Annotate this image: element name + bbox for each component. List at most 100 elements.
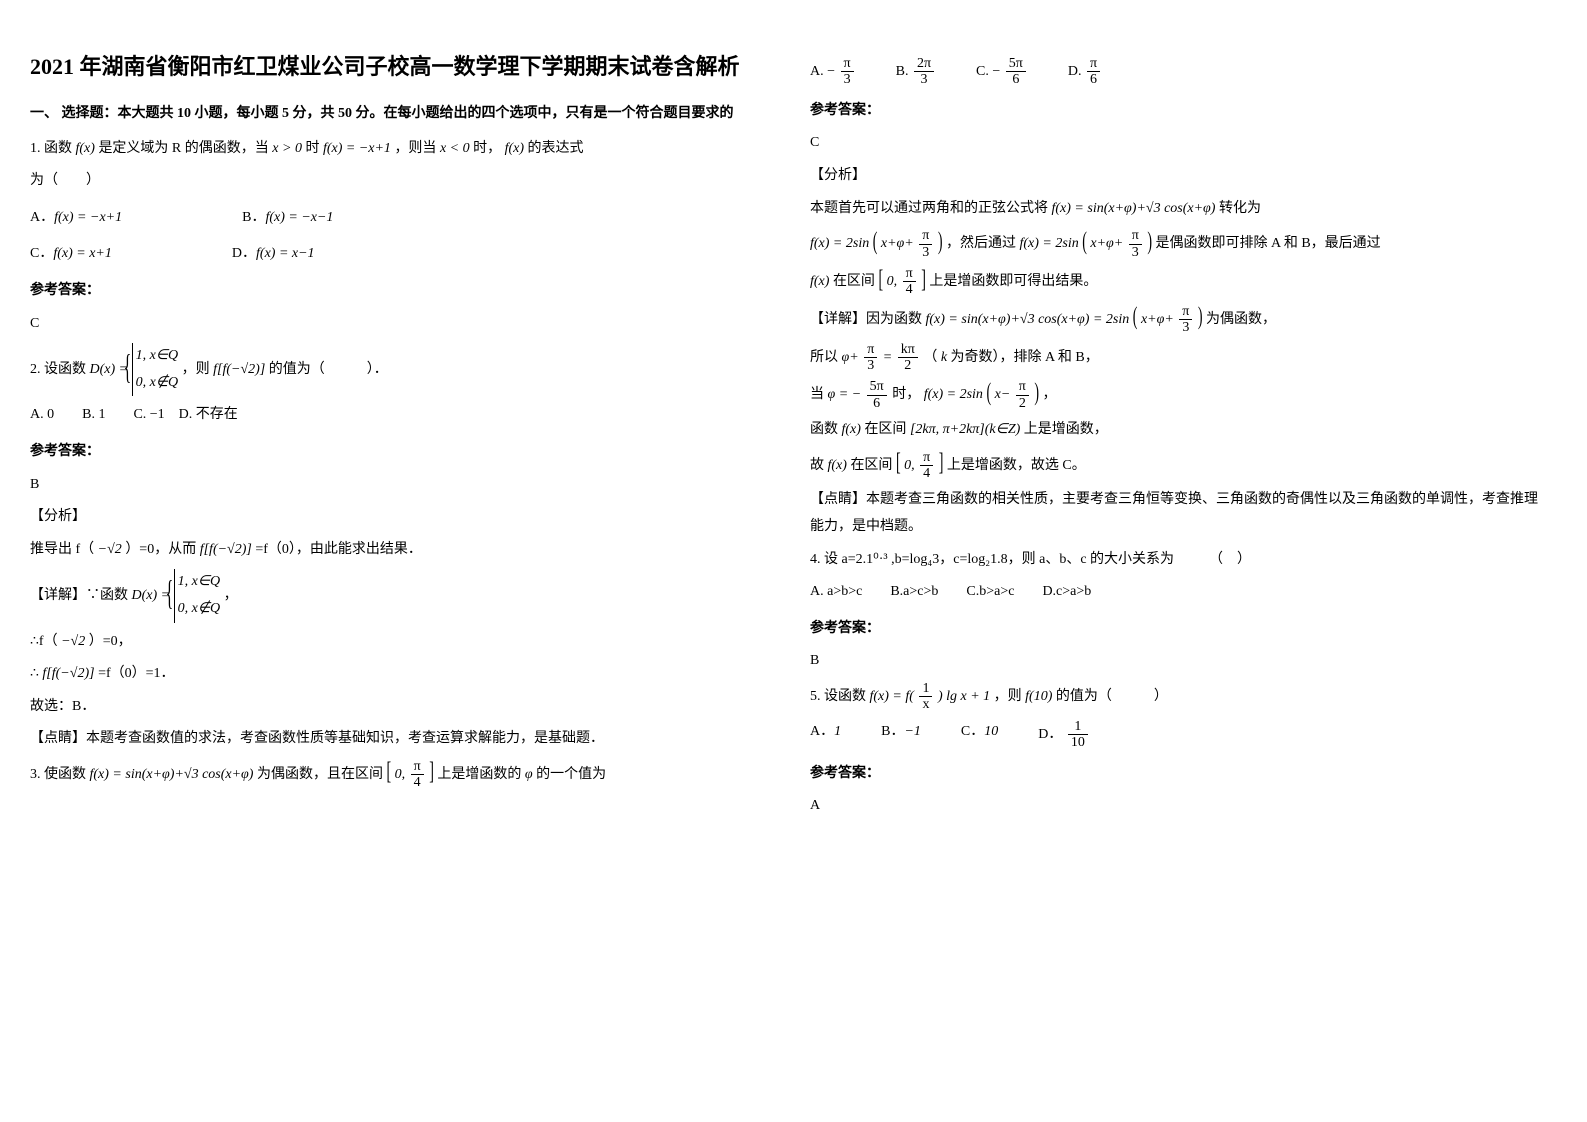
q3-int3-l: [ xyxy=(896,442,901,490)
q1-fxeq: f(x) = −x+1 xyxy=(323,141,391,156)
q1-fx-1: f(x) xyxy=(76,141,95,156)
q3-phi: φ xyxy=(525,767,533,782)
q2-cases-b: 1, x∈Q 0, x∉Q xyxy=(174,569,221,622)
q5-text-b: ，则 xyxy=(994,689,1022,704)
q1-optC-label: C． xyxy=(30,246,53,261)
q3-d3: f(x) 在区间 [ 0, π4 ] 上是增函数即可得出结果。 xyxy=(810,266,1550,298)
q3-optB-frac: 2π3 xyxy=(914,56,934,88)
q1-optA-label: A． xyxy=(30,210,54,225)
q3-d1-b: 转化为 xyxy=(1219,201,1261,216)
q3-int2-pi4: π4 xyxy=(903,266,916,298)
q3-optA-l: A. xyxy=(810,64,824,79)
q3-d3-b: 上是增函数即可得出结果。 xyxy=(929,274,1097,289)
q4-stem: 4. 设 a=2.1⁰·³ ,b=log₄3，c=log₂1.8，则 a、b、c… xyxy=(810,547,1550,574)
q3-arg6-r: ) xyxy=(1034,371,1039,419)
q2-d2-a: 【详解】∵函数 xyxy=(30,588,128,603)
q3-d5-b: （ xyxy=(923,350,937,365)
q3-fx2: f(x) = sin(x+φ)+√3 cos(x+φ) xyxy=(1052,201,1216,216)
q3-arg5-a: x+φ+ xyxy=(1141,312,1174,327)
q5-answer-label: 参考答案： xyxy=(810,761,1550,788)
q5-text-a: 5. 设函数 xyxy=(810,689,866,704)
q2-d1-c: =f（0），由此能求出结果． xyxy=(255,542,422,557)
q3-arg6-frac: π2 xyxy=(1016,379,1029,411)
q3-fx5: f(x) = sin(x+φ)+√3 cos(x+φ) = 2sin xyxy=(926,312,1130,327)
q2-cases: 1, x∈Q 0, x∉Q xyxy=(132,343,179,396)
q3-arg6-a: x− xyxy=(995,387,1011,402)
q3-phieq-a: φ+ xyxy=(842,350,859,365)
q3-text-b: 为偶函数，且在区间 xyxy=(257,767,383,782)
q2-case1: 1, x∈Q xyxy=(136,343,179,370)
q1-stem: 1. 函数 f(x) 是定义域为 R 的偶函数，当 x > 0 时 f(x) =… xyxy=(30,136,770,163)
q1-optC: f(x) = x+1 xyxy=(53,246,112,261)
q3-fenxi: 【分析】 xyxy=(810,163,1550,190)
q5-optB: −1 xyxy=(904,724,920,739)
q3-d6: 当 φ = − 5π6 时， f(x) = 2sin ( x− π2 ) ， xyxy=(810,379,1550,411)
document-title: 2021 年湖南省衡阳市红卫煤业公司子校高一数学理下学期期末试卷含解析 xyxy=(30,50,770,83)
q2-detail2: 【详解】∵函数 D(x) = 1, x∈Q 0, x∉Q ， xyxy=(30,569,770,622)
q1-text-e: 时， xyxy=(473,141,501,156)
q1-xgt0: x > 0 xyxy=(272,141,302,156)
q3-int2-0: 0, xyxy=(887,274,898,289)
q2-stem: 2. 设函数 D(x) = 1, x∈Q 0, x∉Q ，则 f[f(−√2)]… xyxy=(30,343,770,396)
q2-dx: D(x) = xyxy=(90,362,129,377)
q3-answer-label: 参考答案： xyxy=(810,98,1550,125)
q3-text-d: 的一个值为 xyxy=(536,767,606,782)
q5-optC: 10 xyxy=(984,724,998,739)
q3-d7-c: 上是增函数， xyxy=(1024,422,1108,437)
q3-d1: 本题首先可以通过两角和的正弦公式将 f(x) = sin(x+φ)+√3 cos… xyxy=(810,196,1550,223)
q3-d6-a: 当 xyxy=(810,387,824,402)
q3-int2-r: ] xyxy=(921,258,926,306)
q3-phieq-f1: π3 xyxy=(864,342,877,374)
q2-d1-b: ）=0，从而 xyxy=(125,542,196,557)
q2-fenxi: 【分析】 xyxy=(30,504,770,531)
q3-d4: 【详解】因为函数 f(x) = sin(x+φ)+√3 cos(x+φ) = 2… xyxy=(810,304,1550,336)
q3-d8-a: 故 xyxy=(810,458,824,473)
q2-d3-b: ）=0， xyxy=(89,634,132,649)
q3-d6-b: 时， xyxy=(892,387,920,402)
q3-stem: 3. 使函数 f(x) = sin(x+φ)+√3 cos(x+φ) 为偶函数，… xyxy=(30,759,770,791)
q3-int3-0: 0, xyxy=(904,458,915,473)
q5-optD-l: D． xyxy=(1038,727,1062,742)
q2-case2b: 0, x∉Q xyxy=(178,596,221,623)
q1-text-b: 是定义域为 R 的偶函数，当 xyxy=(98,141,268,156)
q3-d7-a: 函数 xyxy=(810,422,838,437)
q3-fx6: f(x) = 2sin xyxy=(924,387,983,402)
q1-answer-label: 参考答案： xyxy=(30,278,770,305)
q5-stem: 5. 设函数 f(x) = f( 1x ) lg x + 1 ，则 f(10) … xyxy=(810,681,1550,713)
q2-ff3: f[f(−√2)] xyxy=(42,666,94,681)
q1-optD-label: D． xyxy=(232,246,256,261)
q1-text-d: ，则当 xyxy=(394,141,436,156)
q3-arg3-frac: π3 xyxy=(919,228,932,260)
q3-d1-a: 本题首先可以通过两角和的正弦公式将 xyxy=(810,201,1048,216)
q3-int-r: ] xyxy=(429,751,434,799)
q3-int-pi4: π4 xyxy=(411,759,424,791)
q1-answer: C xyxy=(30,311,770,338)
q3-fx3b: f(x) = 2sin xyxy=(1020,236,1079,251)
q2-negsqrt2-2: −√2 xyxy=(61,634,85,649)
q3-d4-a: 【详解】因为函数 xyxy=(810,312,922,327)
q2-text-c: 的值为（ ）． xyxy=(269,362,388,377)
q2-detail4: ∴ f[f(−√2)] =f（0）=1． xyxy=(30,661,770,688)
q3-d3-a: 在区间 xyxy=(833,274,875,289)
q1-optA: f(x) = −x+1 xyxy=(54,210,122,225)
q1-optB: f(x) = −x−1 xyxy=(265,210,333,225)
q3-arg3b-r: ) xyxy=(1147,220,1152,268)
right-column: A. − π3 B. 2π3 C. − 5π6 D. π6 参考答案： C 【分… xyxy=(810,50,1550,826)
q2-text-a: 2. 设函数 xyxy=(30,362,86,377)
q3-int-0: 0, xyxy=(395,767,406,782)
q2-ff2: f[f(−√2)] xyxy=(200,542,252,557)
q1-stem-tail: 为（ ） xyxy=(30,168,770,195)
q3-d4-b: 为偶函数， xyxy=(1206,312,1276,327)
q4-answer: B xyxy=(810,648,1550,675)
q2-case1b: 1, x∈Q xyxy=(178,569,221,596)
q5-optB-l: B． xyxy=(881,724,904,739)
q3-arg3b-l: ( xyxy=(1082,220,1087,268)
q2-d1-a: 推导出 f（ xyxy=(30,542,94,557)
q3-optC-l: C. xyxy=(976,64,989,79)
q5-fx-b: ) lg x + 1 xyxy=(938,689,990,704)
q3-arg3-a: x+φ+ xyxy=(881,236,914,251)
q4-options: A. a>b>c B.a>c>b C.b>a>c D.c>a>b xyxy=(810,579,1550,606)
q1-xlt0: x < 0 xyxy=(440,141,470,156)
q3-arg5-r: ) xyxy=(1198,296,1203,344)
q3-d7-b: 在区间 xyxy=(864,422,906,437)
